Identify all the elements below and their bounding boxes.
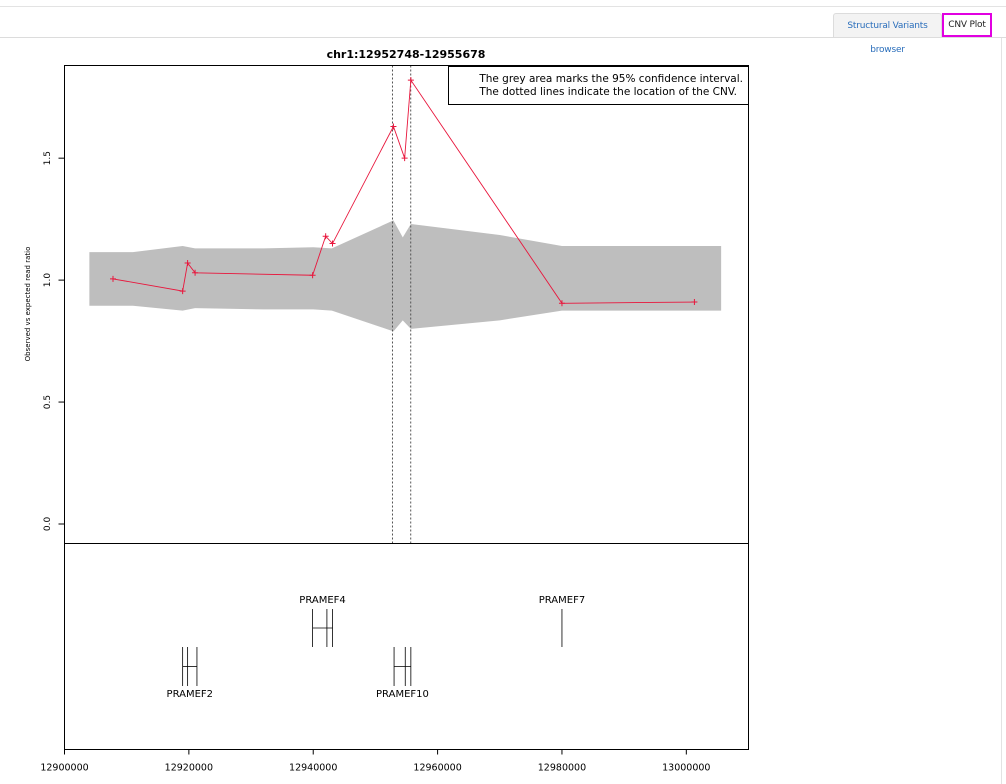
chart-title: chr1:12952748-12955678 — [327, 48, 486, 61]
gene-pramef4: PRAMEF4 — [299, 595, 346, 647]
tab-bar-divider — [0, 37, 1006, 38]
data-point-6 — [329, 240, 336, 247]
data-point-9 — [407, 77, 414, 84]
gene-pramef10: PRAMEF10 — [376, 647, 429, 700]
gene-pramef2: PRAMEF2 — [167, 647, 213, 700]
ratio-line-0 — [112, 78, 695, 304]
data-point-0 — [110, 275, 117, 282]
confidence-band — [89, 220, 722, 332]
x-tick-label-1: 12920000 — [165, 763, 213, 774]
gene-pramef7: PRAMEF7 — [539, 595, 585, 647]
gene-label: PRAMEF2 — [167, 689, 213, 700]
tab-structural-variants-browser[interactable]: Structural Variants browser — [833, 13, 942, 55]
x-tick-label-2: 12940000 — [289, 763, 337, 774]
data-point-1 — [179, 288, 186, 295]
x-tick-label-0: 12900000 — [40, 763, 88, 774]
data-point-11 — [691, 299, 698, 306]
y-tick-label-3: 1.5 — [43, 151, 53, 165]
data-point-4 — [309, 272, 316, 279]
y-tick-label-1: 0.5 — [43, 395, 53, 409]
gene-label: PRAMEF10 — [376, 689, 429, 700]
data-point-8 — [401, 155, 408, 162]
top-divider — [0, 6, 1006, 7]
gene-label: PRAMEF4 — [299, 595, 345, 606]
y-axis-label: Observed vs expected read ratio — [24, 247, 32, 362]
panel-right-border — [1001, 38, 1002, 784]
legend-line-2: The dotted lines indicate the location o… — [478, 86, 737, 98]
data-point-10 — [558, 300, 565, 307]
gene-track-frame — [64, 543, 749, 750]
x-tick-label-4: 12980000 — [538, 763, 586, 774]
gene-label: PRAMEF7 — [539, 595, 585, 606]
y-tick-label-2: 1.0 — [43, 273, 53, 288]
data-point-2 — [184, 260, 191, 267]
y-tick-label-0: 0.0 — [43, 517, 53, 532]
x-tick-label-5: 13000000 — [662, 763, 710, 774]
data-point-3 — [192, 269, 199, 276]
data-point-5 — [322, 233, 329, 240]
legend-line-1: The grey area marks the 95% confidence i… — [478, 73, 743, 85]
tab-cnv-plot[interactable]: CNV Plot — [942, 13, 992, 37]
x-tick-label-3: 12960000 — [413, 763, 461, 774]
legend-box — [448, 66, 749, 105]
data-point-7 — [390, 123, 397, 130]
